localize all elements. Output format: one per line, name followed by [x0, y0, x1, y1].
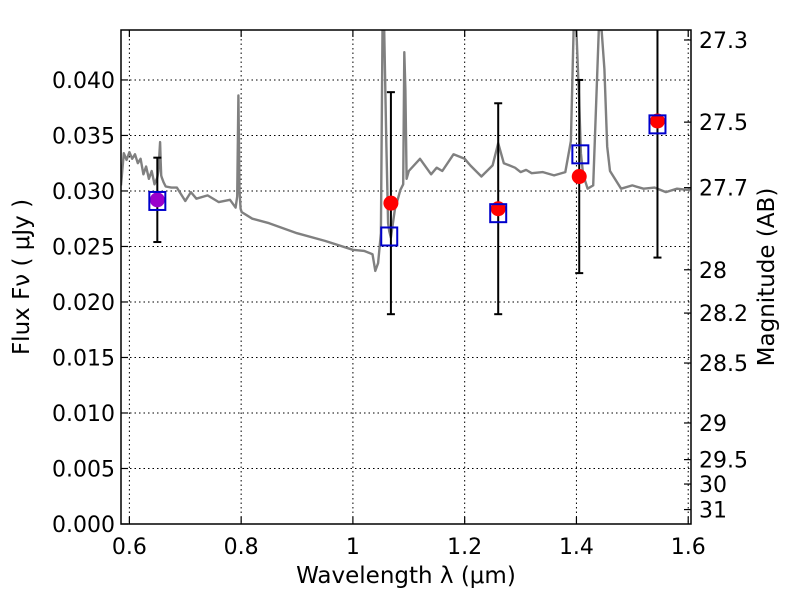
right-tick-label: 29.5 [699, 449, 748, 474]
model-photometry-point [648, 114, 667, 135]
model-photometry-points [148, 114, 667, 247]
x-tick-label: 1 [346, 535, 360, 560]
x-tick-label: 0.8 [224, 535, 259, 560]
right-tick-label: 28.5 [699, 352, 748, 377]
y-tick-label: 0.010 [52, 402, 115, 427]
x-tick-label: 1.4 [559, 535, 594, 560]
y-tick-label: 0.020 [52, 291, 115, 316]
x-axis-label: Wavelength λ (μm) [296, 563, 516, 589]
y-tick-label: 0.040 [52, 69, 115, 94]
right-tick-label: 27.3 [699, 29, 748, 54]
plot-frame [120, 29, 692, 525]
y-tick-label: 0.005 [52, 457, 115, 482]
axis-ticks: 0.6 0.8 1 1.2 1.4 1.6 0.000 0.005 0.010 0.015 0.02… [52, 29, 748, 560]
y-tick-label: 0.000 [52, 513, 115, 538]
model-photometry-point [571, 144, 590, 165]
observed-point [149, 192, 165, 208]
model-spectrum-line [121, 30, 691, 273]
y-tick-label: 0.025 [52, 235, 115, 260]
y-tick-label: 0.030 [52, 180, 115, 205]
observed-point [649, 113, 665, 129]
right-tick-label: 31 [699, 499, 727, 524]
y-tick-label: 0.015 [52, 346, 115, 371]
x-tick-label: 0.6 [112, 535, 147, 560]
model-photometry-point [380, 226, 399, 247]
model-photometry-point [148, 190, 167, 211]
y-axis-label: Flux Fν ( μJy ) [9, 199, 35, 355]
x-tick-label: 1.6 [671, 535, 706, 560]
right-tick-label: 28.2 [699, 302, 748, 327]
observed-point [571, 169, 587, 185]
right-tick-label: 27.7 [699, 177, 748, 202]
model-photometry-point [489, 203, 508, 224]
right-tick-label: 27.5 [699, 111, 748, 136]
x-tick-label: 1.2 [447, 535, 482, 560]
observed-point [383, 195, 399, 211]
right-tick-label: 30 [699, 473, 727, 498]
right-tick-label: 29 [699, 412, 727, 437]
right-axis-label: Magnitude (AB) [754, 188, 780, 367]
y-tick-label: 0.035 [52, 124, 115, 149]
right-tick-label: 28 [699, 259, 727, 284]
model-spectrum-layer [121, 30, 691, 273]
